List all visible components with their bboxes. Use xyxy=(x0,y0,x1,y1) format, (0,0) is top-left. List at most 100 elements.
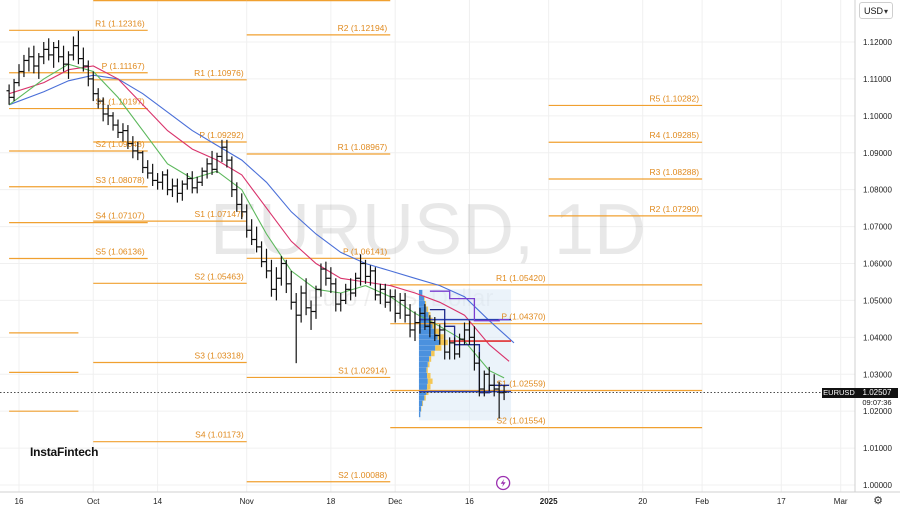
ohlc-bar xyxy=(274,267,279,300)
ohlc-bar xyxy=(219,140,224,162)
volume-bar xyxy=(428,379,433,384)
volume-bar xyxy=(427,373,430,378)
ohlc-bar xyxy=(412,311,417,341)
ohlc-bar xyxy=(110,112,115,130)
ohlc-bar xyxy=(185,173,190,190)
currency-label: USD xyxy=(864,6,883,16)
pivot-label: S1 (1.02914) xyxy=(338,365,387,375)
volume-bar xyxy=(419,301,425,306)
price-tick-label: 1.07000 xyxy=(863,223,892,232)
ohlc-bar xyxy=(36,53,41,79)
date-tick-label: Nov xyxy=(240,497,254,506)
volume-bar xyxy=(419,401,422,406)
pivot-label: R5 (1.10282) xyxy=(649,93,699,103)
pivot-label: P (1.06141) xyxy=(343,246,387,256)
price-tick-label: 1.09000 xyxy=(863,149,892,158)
price-tick-label: 1.05000 xyxy=(863,296,892,305)
volume-bar xyxy=(419,351,431,356)
volume-bar xyxy=(427,384,430,389)
volume-bar xyxy=(439,340,448,345)
ohlc-bar xyxy=(106,105,111,125)
ohlc-bar xyxy=(294,293,299,363)
price-tick-label: 1.00000 xyxy=(863,481,892,490)
volume-bar xyxy=(419,367,426,372)
ohlc-bar xyxy=(31,46,36,74)
volume-bar xyxy=(419,329,434,334)
ohlc-bar xyxy=(155,173,160,190)
volume-bar xyxy=(422,401,423,406)
volume-bar xyxy=(419,406,421,411)
pivot-label: S3 (1.03318) xyxy=(195,351,244,361)
ohlc-bar xyxy=(86,60,91,86)
price-tag-countdown: 09:07:36 xyxy=(856,398,898,407)
ohlc-bar xyxy=(26,48,31,72)
volume-bar xyxy=(419,356,429,361)
date-tick-label: 20 xyxy=(638,497,647,506)
date-tick-label: Oct xyxy=(87,497,100,506)
ohlc-bar xyxy=(41,42,46,64)
date-tick-label: 17 xyxy=(777,497,786,506)
ohlc-bar xyxy=(56,40,61,62)
ohlc-bar xyxy=(7,84,12,104)
gear-icon[interactable]: ⚙ xyxy=(872,495,884,507)
ohlc-bar xyxy=(170,179,175,197)
ohlc-bar xyxy=(175,179,180,203)
price-tick-label: 1.06000 xyxy=(863,260,892,269)
volume-bar xyxy=(419,384,427,389)
date-tick-label: 14 xyxy=(153,497,162,506)
ohlc-bar xyxy=(214,153,219,173)
ohlc-bar xyxy=(76,31,81,64)
volume-bar xyxy=(428,362,430,367)
ohlc-bar xyxy=(165,169,170,195)
date-tick-label: Mar xyxy=(834,497,848,506)
price-tag-value: 1.02507 xyxy=(856,388,898,398)
brand-logo: InstaFintech xyxy=(30,445,98,459)
pivot-label: R1 (1.05420) xyxy=(496,273,546,283)
volume-bar xyxy=(419,345,435,350)
volume-bar xyxy=(419,412,420,417)
pivot-label: R1 (1.10976) xyxy=(194,68,244,78)
ohlc-bar xyxy=(195,177,200,194)
pivot-label: S4 (1.01173) xyxy=(195,430,244,440)
lightning-icon xyxy=(497,477,510,490)
volume-bar xyxy=(419,362,428,367)
ohlc-bar xyxy=(180,180,185,200)
price-tick-label: 1.01000 xyxy=(863,444,892,453)
date-tick-label: Feb xyxy=(695,497,709,506)
pivot-label: R1 (1.08967) xyxy=(338,142,388,152)
date-tick-label: 16 xyxy=(465,497,474,506)
ohlc-bar xyxy=(71,36,76,60)
pivot-label: S2 (1.01554) xyxy=(496,416,545,426)
volume-bar xyxy=(419,395,424,400)
pivot-label: S2 (1.00088) xyxy=(338,470,387,480)
currency-selector[interactable]: USD ▾ xyxy=(859,2,893,19)
volume-bar xyxy=(419,340,439,345)
ohlc-bar xyxy=(289,271,294,310)
pivot-label: R1 (1.12316) xyxy=(95,18,145,28)
ohlc-bar xyxy=(16,64,21,86)
price-tick-label: 1.10000 xyxy=(863,112,892,121)
ohlc-bar xyxy=(205,158,210,178)
volume-bar xyxy=(426,307,428,312)
price-tick-label: 1.02000 xyxy=(863,407,892,416)
chevron-down-icon: ▾ xyxy=(884,3,888,20)
volume-bar xyxy=(431,351,434,356)
price-tick-label: 1.04000 xyxy=(863,333,892,342)
pivot-label: S4 (1.07107) xyxy=(96,211,145,221)
volume-bar xyxy=(424,395,425,400)
ohlc-bar xyxy=(209,151,214,175)
pivot-label: S3 (1.08078) xyxy=(96,175,145,185)
volume-bar xyxy=(419,373,427,378)
ohlc-bar xyxy=(160,171,165,189)
ohlc-bar xyxy=(11,79,16,101)
ohlc-bar xyxy=(150,164,155,186)
ohlc-bar xyxy=(115,120,120,138)
pivot-label: S5 (1.06136) xyxy=(96,246,145,256)
pivot-label: R4 (1.09285) xyxy=(649,130,699,140)
price-tick-label: 1.08000 xyxy=(863,186,892,195)
price-tick-label: 1.03000 xyxy=(863,370,892,379)
price-tick-label: 1.12000 xyxy=(863,38,892,47)
